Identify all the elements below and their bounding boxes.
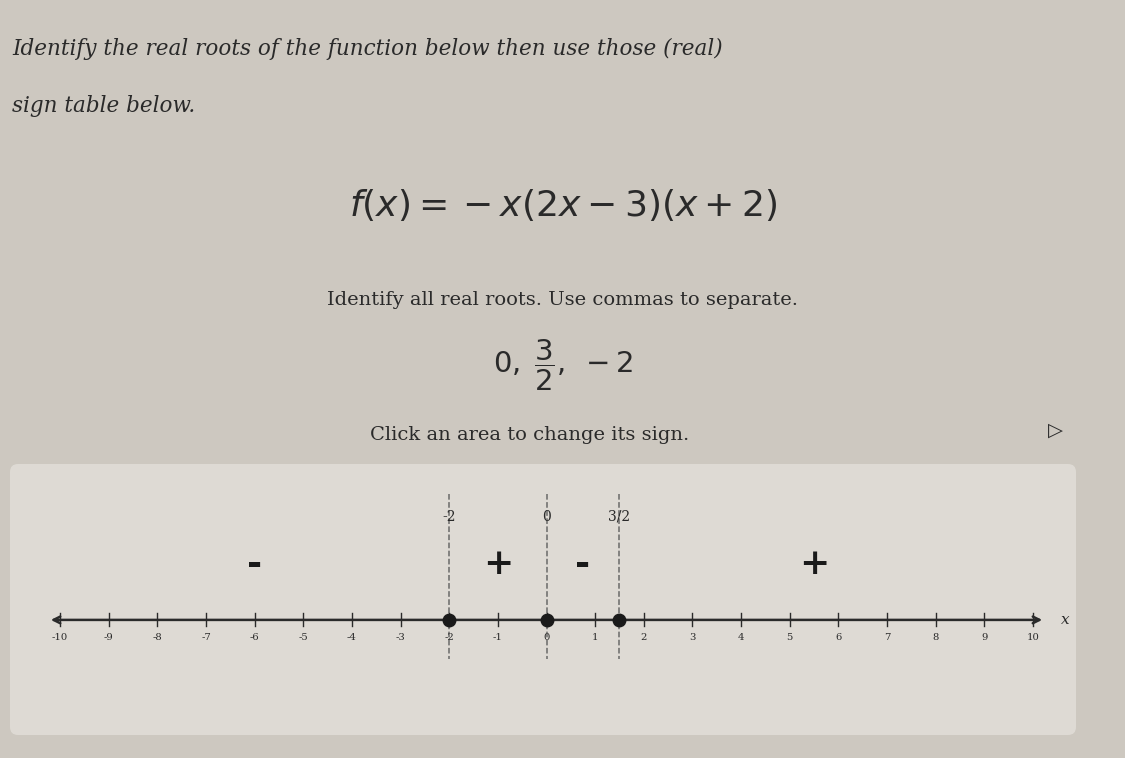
Text: -3: -3	[396, 634, 405, 642]
Text: 1: 1	[592, 634, 598, 642]
Text: +: +	[483, 547, 513, 581]
Text: 3/2: 3/2	[609, 510, 630, 524]
Text: -6: -6	[250, 634, 260, 642]
FancyBboxPatch shape	[10, 464, 1076, 735]
Text: x: x	[1061, 613, 1070, 627]
Text: 8: 8	[933, 634, 939, 642]
Text: 0: 0	[543, 634, 550, 642]
Text: sign table below.: sign table below.	[12, 95, 196, 117]
Text: -5: -5	[298, 634, 308, 642]
Text: 0: 0	[542, 510, 551, 524]
Text: ▷: ▷	[1047, 421, 1062, 440]
Text: 6: 6	[835, 634, 842, 642]
Text: $f(x)=-x(2x-3)(x+2)$: $f(x)=-x(2x-3)(x+2)$	[349, 187, 776, 223]
Text: 4: 4	[738, 634, 745, 642]
Text: Identify the real roots of the function below then use those (real): Identify the real roots of the function …	[12, 38, 722, 60]
Text: Click an area to change its sign.: Click an area to change its sign.	[370, 426, 690, 444]
Text: 10: 10	[1027, 634, 1040, 642]
Text: +: +	[799, 547, 829, 581]
Text: $0, \;\dfrac{3}{2},\; -2$: $0, \;\dfrac{3}{2},\; -2$	[493, 337, 632, 393]
Text: 7: 7	[884, 634, 890, 642]
Text: 5: 5	[786, 634, 793, 642]
Text: -2: -2	[442, 510, 456, 524]
Text: -: -	[248, 547, 262, 581]
Text: Identify all real roots. Use commas to separate.: Identify all real roots. Use commas to s…	[327, 291, 798, 309]
Text: -10: -10	[52, 634, 69, 642]
Text: -: -	[575, 547, 591, 581]
Text: 3: 3	[690, 634, 695, 642]
Text: -7: -7	[201, 634, 210, 642]
Text: -1: -1	[493, 634, 503, 642]
Text: -9: -9	[104, 634, 114, 642]
Text: -8: -8	[152, 634, 162, 642]
Text: 9: 9	[981, 634, 988, 642]
Text: -2: -2	[444, 634, 454, 642]
Text: 2: 2	[640, 634, 647, 642]
Text: -4: -4	[346, 634, 357, 642]
